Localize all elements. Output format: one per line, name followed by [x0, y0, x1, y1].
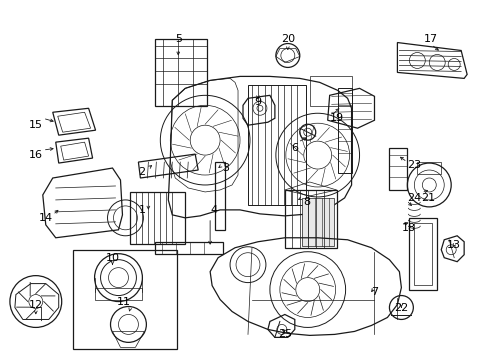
Bar	[285, 190, 336, 248]
Bar	[301, 198, 333, 246]
Bar	[416, 162, 440, 174]
Bar	[94, 288, 142, 300]
Text: 6: 6	[290, 143, 297, 153]
Text: 16: 16	[29, 150, 42, 160]
Text: 17: 17	[424, 33, 437, 44]
Text: 19: 19	[329, 113, 343, 123]
Text: 23: 23	[407, 160, 421, 170]
Bar	[408, 218, 436, 289]
Text: 25: 25	[277, 329, 291, 339]
Bar	[155, 242, 223, 254]
Text: 2: 2	[138, 167, 145, 177]
Text: 11: 11	[116, 297, 130, 306]
Text: 22: 22	[393, 302, 407, 312]
Text: 20: 20	[280, 33, 294, 44]
Bar	[73, 250, 177, 349]
Text: 8: 8	[302, 197, 309, 207]
Bar	[337, 88, 351, 173]
Bar	[388, 148, 407, 190]
Text: 18: 18	[401, 223, 415, 233]
Bar	[247, 85, 305, 205]
Text: 13: 13	[446, 240, 460, 250]
Text: 10: 10	[105, 253, 119, 263]
Bar	[155, 39, 207, 106]
Text: 7: 7	[370, 287, 377, 297]
Text: 4: 4	[210, 205, 217, 215]
Text: 9: 9	[254, 97, 261, 107]
Text: 12: 12	[29, 300, 43, 310]
Text: 15: 15	[29, 120, 42, 130]
Text: 5: 5	[174, 33, 182, 44]
Text: 1: 1	[138, 205, 145, 215]
Bar	[215, 162, 224, 230]
Bar	[130, 192, 185, 244]
Text: 21: 21	[421, 193, 434, 203]
Text: 14: 14	[39, 213, 53, 223]
Text: 24: 24	[407, 193, 421, 203]
Text: 3: 3	[222, 163, 228, 173]
Bar	[413, 223, 431, 285]
Bar	[309, 76, 351, 106]
